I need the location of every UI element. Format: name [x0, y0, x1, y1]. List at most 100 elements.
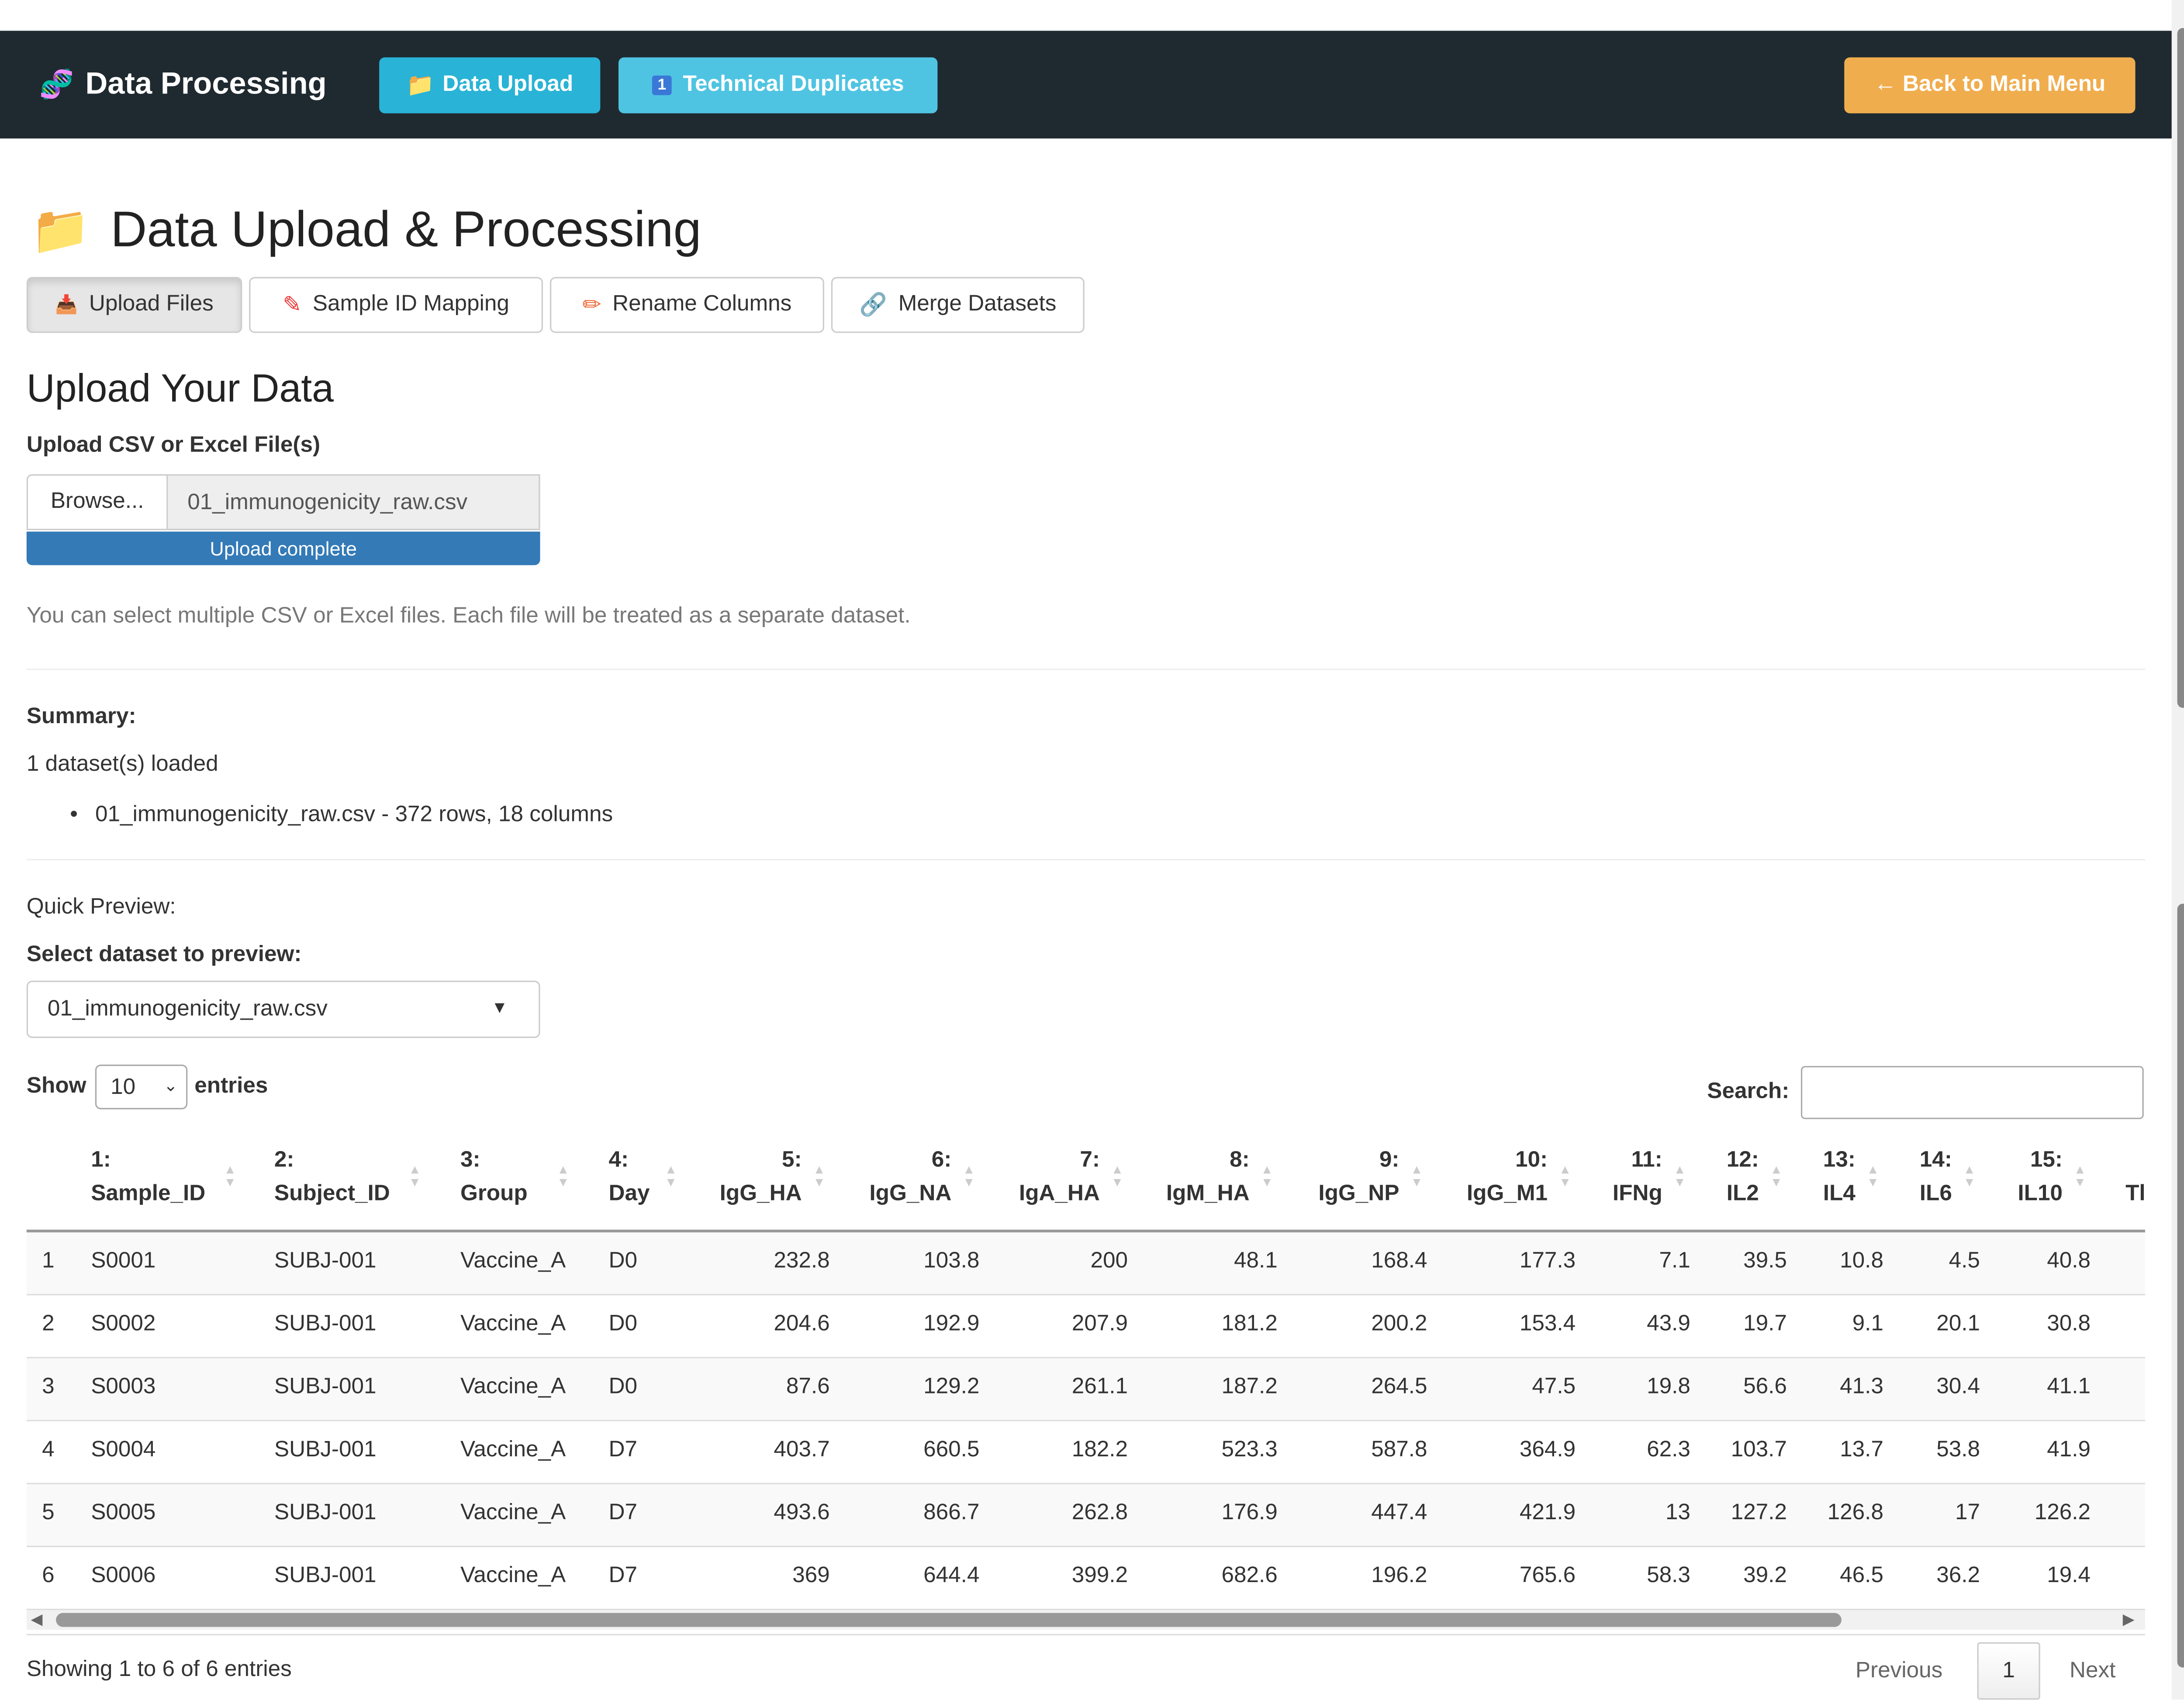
cell: Vaccine_A: [460, 1564, 566, 1588]
cell: 399.2: [1071, 1564, 1128, 1588]
tab[interactable]: 📥 Upload Files: [26, 277, 242, 333]
entries-label: entries: [194, 1074, 268, 1098]
header-name: IgG_HA: [719, 1182, 802, 1206]
cell: 264.5: [1371, 1375, 1427, 1399]
cell: 19.4: [2047, 1564, 2091, 1588]
cell: 200.2: [1371, 1312, 1427, 1336]
sort-icon: ▲ ▼: [1673, 1162, 1686, 1189]
cell: SUBJ-001: [274, 1438, 377, 1462]
cell: 187.2: [1221, 1375, 1278, 1399]
section-heading: Upload Your Data: [26, 366, 334, 410]
show-label: Show: [26, 1074, 86, 1098]
tab[interactable]: ✏ Rename Columns: [549, 277, 824, 333]
sort-icon: ▲ ▼: [1410, 1162, 1423, 1189]
cell: 17: [1955, 1501, 1980, 1525]
next-button[interactable]: Next: [2069, 1659, 2116, 1683]
prev-button[interactable]: Previous: [1855, 1659, 1943, 1683]
scroll-right[interactable]: ▶: [2122, 1611, 2135, 1628]
cell: SUBJ-001: [274, 1375, 377, 1399]
header-name: IgG_NP: [1318, 1182, 1400, 1206]
header-name: IgA_HA: [1019, 1182, 1100, 1206]
label: Technical Duplicates: [683, 72, 904, 97]
scroll-thumb[interactable]: [2177, 903, 2184, 1668]
back-button[interactable]: ← Back to Main Menu: [1844, 57, 2136, 114]
h-scroll-thumb[interactable]: [56, 1613, 1842, 1627]
tab[interactable]: 🔗 Merge Datasets: [831, 277, 1085, 333]
cell: 19.7: [1743, 1312, 1787, 1336]
divider: [26, 1634, 2145, 1635]
row-index: 3: [42, 1375, 55, 1399]
scroll-left[interactable]: ◀: [31, 1611, 43, 1628]
cell: 176.9: [1221, 1501, 1278, 1525]
cell: 262.8: [1071, 1501, 1128, 1525]
cell: 127.2: [1731, 1501, 1787, 1525]
entries-value: 10: [111, 1076, 136, 1100]
cell: 126.8: [1827, 1501, 1883, 1525]
dataset-select[interactable]: 01_immunogenicity_raw.csv ▼: [26, 980, 540, 1038]
nav-button[interactable]: 1 Technical Duplicates: [618, 57, 938, 114]
cell: D7: [608, 1564, 638, 1588]
cell: 41.1: [2047, 1375, 2091, 1399]
row: [26, 1547, 2145, 1610]
tab[interactable]: ✎ Sample ID Mapping: [249, 277, 543, 333]
cell: 369: [792, 1564, 830, 1588]
row-index: 6: [42, 1564, 55, 1588]
sort-icon: ▲ ▼: [224, 1162, 237, 1189]
cell: 40.8: [2047, 1249, 2091, 1273]
cell: 47.5: [1532, 1375, 1576, 1399]
cell: 129.2: [923, 1375, 980, 1399]
header-name: IL4: [1823, 1182, 1856, 1206]
sort-icon: ▲ ▼: [1559, 1162, 1572, 1189]
cell: 53.8: [1936, 1438, 1980, 1462]
top-strip: [0, 0, 2184, 31]
cell: S0005: [91, 1501, 156, 1525]
cell: 866.7: [923, 1501, 980, 1525]
browse-button[interactable]: Browse...: [26, 474, 168, 531]
cell: 204.6: [774, 1312, 830, 1336]
header-name: IgG_NA: [869, 1182, 952, 1206]
cell: 421.9: [1519, 1501, 1576, 1525]
sort-icon: ▲ ▼: [556, 1162, 570, 1189]
sort-icon: ▲ ▼: [2073, 1162, 2087, 1189]
cell: 41.9: [2047, 1438, 2091, 1462]
header-number: 6:: [931, 1148, 952, 1172]
cell: 13.7: [1840, 1438, 1883, 1462]
summary-count: 1 dataset(s) loaded: [26, 752, 218, 776]
header-name: Sample_ID: [91, 1182, 206, 1206]
cell: Vaccine_A: [460, 1438, 566, 1462]
entries-select[interactable]: 10 ⌄: [95, 1064, 188, 1110]
scroll-thumb[interactable]: [2177, 28, 2184, 708]
cell: Vaccine_A: [460, 1375, 566, 1399]
cell: 196.2: [1371, 1564, 1427, 1588]
cell: 232.8: [774, 1249, 830, 1273]
header-number: 13:: [1823, 1148, 1856, 1172]
cell: S0006: [91, 1564, 156, 1588]
cell: 181.2: [1221, 1312, 1278, 1336]
page-button[interactable]: 1: [1977, 1642, 2040, 1700]
label: Sample ID Mapping: [312, 292, 509, 316]
cell: D0: [608, 1375, 638, 1399]
row-index: 4: [42, 1438, 55, 1462]
sort-icon: ▲ ▼: [408, 1162, 422, 1189]
cell: 682.6: [1221, 1564, 1278, 1588]
search-input[interactable]: [1800, 1066, 2144, 1119]
nav-button[interactable]: 📁 Data Upload: [379, 57, 601, 114]
search-label: Search:: [1707, 1080, 1790, 1104]
header-number: 2:: [274, 1148, 294, 1172]
cell: 48.1: [1234, 1249, 1278, 1273]
cell: 30.8: [2047, 1312, 2091, 1336]
page-title: Data Upload & Processing: [111, 200, 702, 258]
header-number: 15:: [2030, 1148, 2063, 1172]
cell: 177.3: [1519, 1249, 1576, 1273]
row-index: 2: [42, 1312, 55, 1336]
selected: 01_immunogenicity_raw.csv: [47, 997, 328, 1021]
cell: 153.4: [1519, 1312, 1576, 1336]
cell: SUBJ-001: [274, 1501, 377, 1525]
cell: 20.1: [1936, 1312, 1980, 1336]
cell: 168.4: [1371, 1249, 1427, 1273]
cell: 46.5: [1840, 1564, 1883, 1588]
header-number: 9:: [1379, 1148, 1400, 1172]
cell: 207.9: [1071, 1312, 1128, 1336]
